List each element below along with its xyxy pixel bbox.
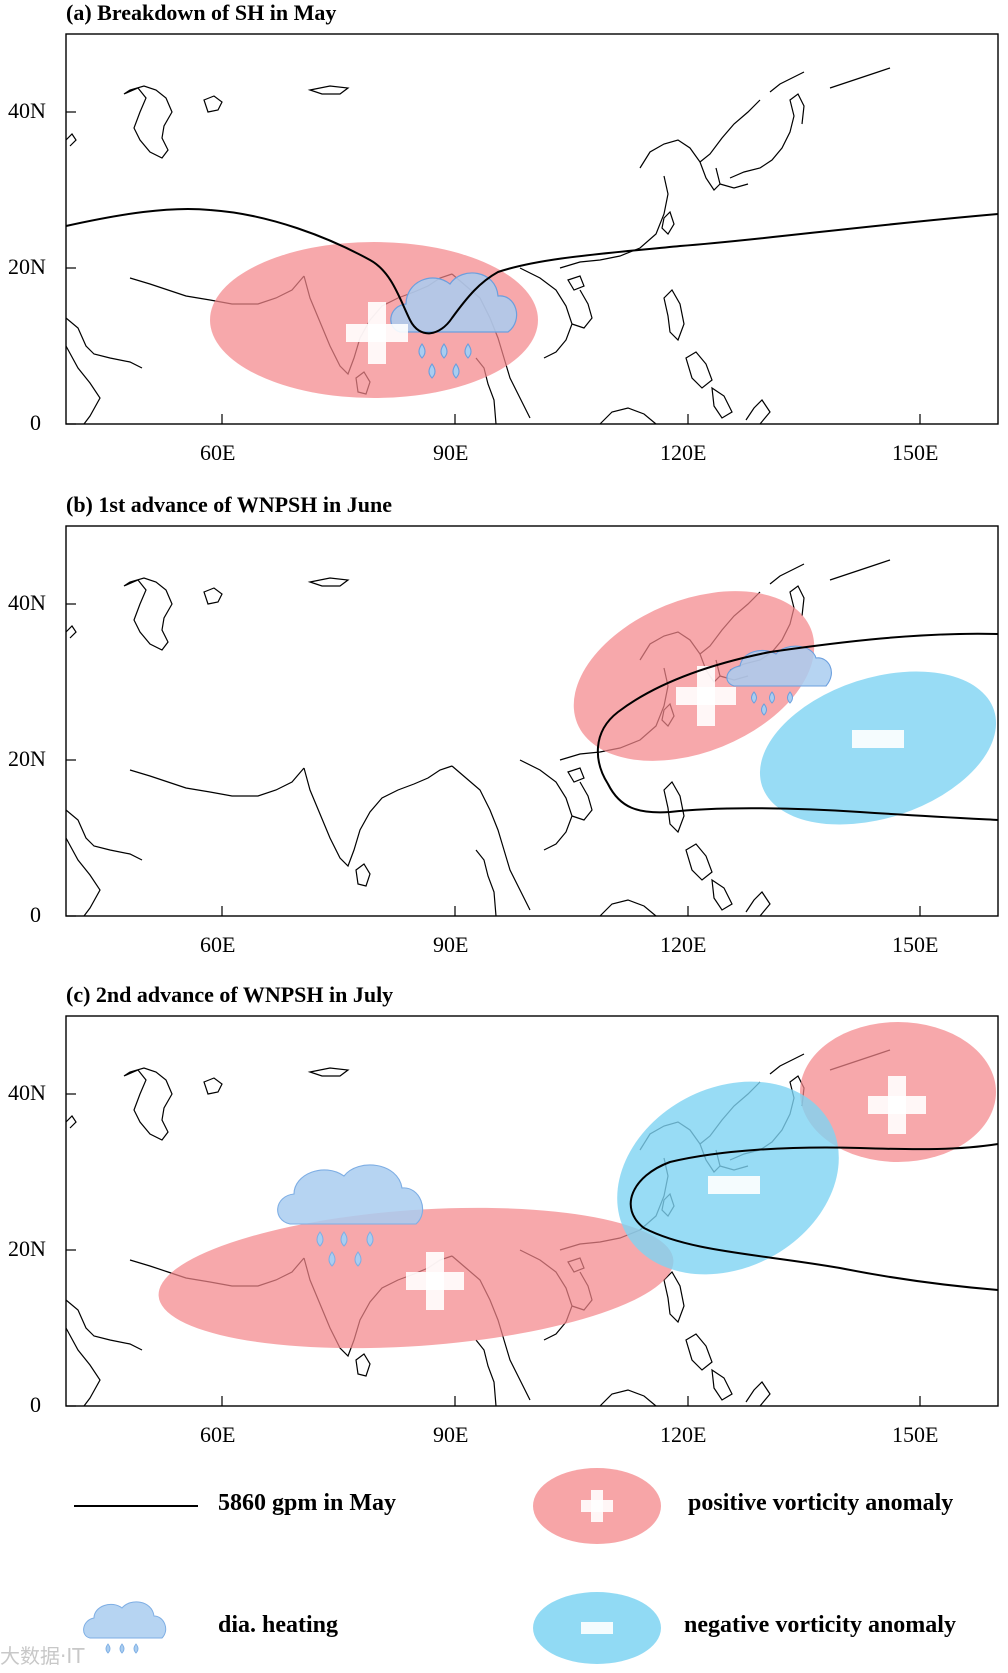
- xtick-120e: 120E: [660, 440, 707, 465]
- positive-plus-icon: [346, 302, 408, 364]
- panel-b-title: (b) 1st advance of WNPSH in June: [66, 492, 392, 517]
- legend-cloud-icon: [83, 1601, 167, 1654]
- legend-heating-label: dia. heating: [218, 1612, 339, 1638]
- legend-minus-icon: [581, 1622, 613, 1634]
- ytick-20n: 20N: [8, 1236, 46, 1261]
- ytick-40n: 40N: [8, 98, 46, 123]
- contour-5860: [65, 207, 999, 335]
- legend: 5860 gpm in May positive vorticity anoma…: [0, 1440, 1008, 1673]
- xtick-90e: 90E: [433, 440, 469, 465]
- legend-line-label: 5860 gpm in May: [218, 1490, 397, 1516]
- xtick-90e: 90E: [433, 1422, 469, 1447]
- xtick-150e: 150E: [892, 440, 939, 465]
- xtick-120e: 120E: [660, 1422, 707, 1447]
- positive-plus-icon-japan: [868, 1076, 926, 1134]
- xtick-60e: 60E: [200, 1422, 236, 1447]
- legend-positive-label: positive vorticity anomaly: [688, 1490, 954, 1516]
- xtick-90e: 90E: [433, 932, 469, 957]
- panel-a: (a) Breakdown of SH in May 60E 9: [0, 0, 1008, 465]
- panel-c: (c) 2nd advance of WNPSH in July: [0, 982, 1008, 1447]
- ytick-20n: 20N: [8, 254, 46, 279]
- panel-c-map: [65, 1015, 999, 1407]
- contour-5860: [629, 1143, 999, 1291]
- positive-vorticity-area: [573, 591, 815, 761]
- positive-plus-icon: [676, 666, 736, 726]
- ytick-20n: 20N: [8, 746, 46, 771]
- xtick-150e: 150E: [892, 1422, 939, 1447]
- map-frame: [65, 33, 999, 425]
- panel-c-title: (c) 2nd advance of WNPSH in July: [66, 982, 394, 1007]
- panel-b-map: [65, 525, 999, 917]
- ytick-0: 0: [30, 410, 41, 435]
- xtick-60e: 60E: [200, 932, 236, 957]
- heating-cloud-icon: [277, 1164, 424, 1267]
- legend-negative-label: negative vorticity anomaly: [684, 1612, 956, 1638]
- negative-minus-icon: [852, 730, 904, 748]
- negative-minus-icon: [708, 1176, 760, 1194]
- panel-a-title: (a) Breakdown of SH in May: [66, 0, 337, 25]
- ytick-0: 0: [30, 1392, 41, 1417]
- ytick-0: 0: [30, 902, 41, 927]
- heating-cloud-icon: [390, 272, 518, 379]
- contour-5860: [596, 632, 999, 821]
- panel-a-map: [65, 33, 999, 425]
- panel-b: (b) 1st advance of WNPSH in June: [0, 492, 1008, 957]
- ytick-40n: 40N: [8, 590, 46, 615]
- positive-plus-icon: [406, 1252, 464, 1310]
- ytick-40n: 40N: [8, 1080, 46, 1105]
- xtick-120e: 120E: [660, 932, 707, 957]
- xtick-150e: 150E: [892, 932, 939, 957]
- watermark: 大数据·IT: [0, 1644, 85, 1668]
- xtick-60e: 60E: [200, 440, 236, 465]
- legend-plus-icon: [581, 1490, 613, 1522]
